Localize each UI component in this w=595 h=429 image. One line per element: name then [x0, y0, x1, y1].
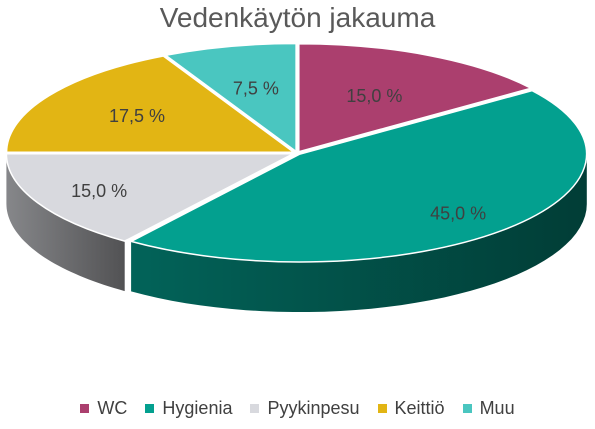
legend-swatch	[250, 404, 260, 413]
legend-item-pyykinpesu: Pyykinpesu	[250, 398, 360, 419]
legend-label: Hygienia	[162, 398, 233, 418]
legend-item-wc: WC	[80, 398, 127, 419]
pie-labels: 15,0 % 45,0 % 15,0 % 17,5 % 7,5 %	[71, 79, 486, 224]
pie-slice-muu	[163, 42, 297, 153]
pie-tops	[5, 42, 588, 263]
legend-label: Keittiö	[394, 398, 445, 418]
data-label-muu: 7,5 %	[233, 79, 279, 99]
legend-item-hygienia: Hygienia	[145, 398, 232, 419]
legend-item-muu: Muu	[462, 398, 515, 419]
legend-item-keittiö: Keittiö	[377, 398, 445, 419]
pie-sides	[6, 153, 587, 312]
pie-slice-hygienia	[129, 89, 588, 263]
data-label-pyykinpesu: 15,0 %	[71, 181, 127, 201]
legend-swatch	[462, 404, 472, 413]
legend-swatch	[80, 404, 90, 413]
legend-swatch	[377, 404, 387, 413]
pie-side-pyykinpesu	[6, 153, 125, 292]
legend-swatch	[145, 404, 155, 413]
pie-slice-pyykinpesu	[5, 152, 294, 242]
data-label-hygienia: 45,0 %	[430, 204, 486, 224]
legend-label: Pyykinpesu	[267, 398, 360, 418]
data-label-keittiö: 17,5 %	[109, 106, 165, 126]
chart-legend: WC Hygienia Pyykinpesu Keittiö Muu	[0, 398, 595, 419]
legend-label: Muu	[479, 398, 515, 418]
pie-side-hygienia	[131, 154, 587, 312]
pie-slice-wc	[298, 42, 534, 153]
pie-slice-keittiö	[5, 55, 296, 153]
data-label-wc: 15,0 %	[346, 86, 402, 106]
chart-title: Vedenkäytön jakauma	[159, 2, 436, 33]
legend-label: WC	[97, 398, 128, 418]
